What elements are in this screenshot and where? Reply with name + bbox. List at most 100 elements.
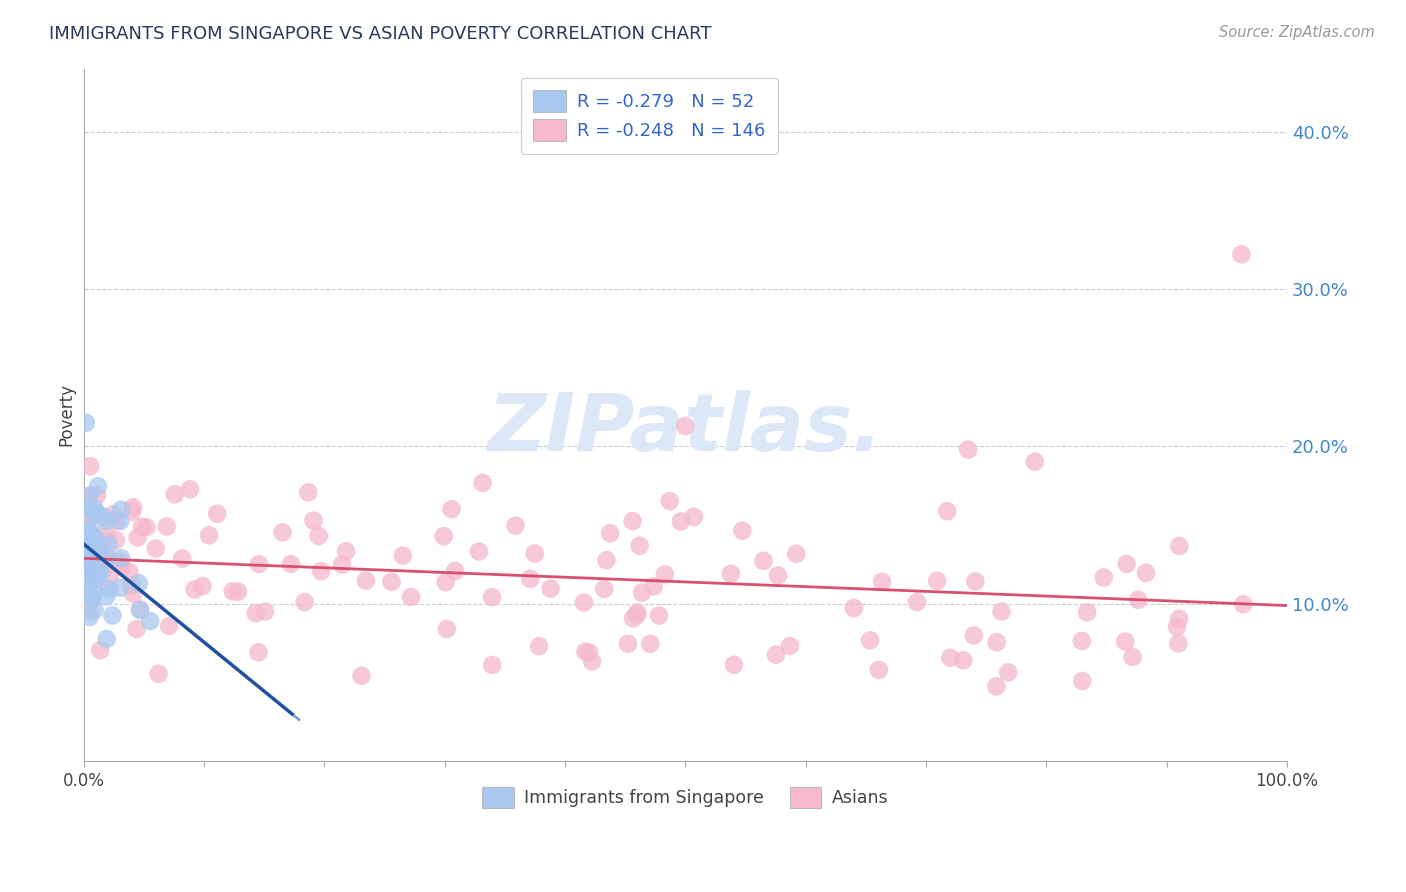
- Point: [631, 585, 654, 599]
- Point: [125, 622, 148, 636]
- Point: [436, 622, 458, 636]
- Point: [103, 507, 125, 521]
- Point: [1135, 566, 1157, 580]
- Point: [79, 557, 101, 571]
- Point: [399, 590, 422, 604]
- Point: [128, 576, 150, 591]
- Point: [79, 604, 101, 618]
- Point: [80, 569, 103, 583]
- Point: [468, 544, 491, 558]
- Point: [111, 560, 134, 574]
- Point: [519, 572, 541, 586]
- Point: [145, 541, 167, 556]
- Point: [79, 506, 101, 520]
- Point: [77, 524, 100, 538]
- Point: [1167, 636, 1189, 650]
- Point: [574, 645, 596, 659]
- Point: [936, 504, 959, 518]
- Point: [683, 509, 706, 524]
- Point: [643, 579, 665, 593]
- Point: [986, 680, 1008, 694]
- Point: [96, 632, 118, 646]
- Point: [617, 637, 640, 651]
- Point: [79, 541, 101, 556]
- Point: [626, 607, 648, 622]
- Point: [122, 500, 145, 515]
- Point: [75, 555, 97, 569]
- Point: [79, 489, 101, 503]
- Point: [308, 529, 330, 543]
- Point: [79, 546, 101, 560]
- Point: [205, 507, 228, 521]
- Point: [80, 508, 103, 522]
- Point: [720, 566, 742, 581]
- Point: [963, 628, 986, 642]
- Point: [444, 564, 467, 578]
- Point: [578, 646, 600, 660]
- Point: [79, 510, 101, 524]
- Point: [1071, 673, 1094, 688]
- Point: [595, 553, 617, 567]
- Point: [98, 582, 121, 596]
- Point: [247, 557, 270, 571]
- Legend: Immigrants from Singapore, Asians: Immigrants from Singapore, Asians: [475, 780, 896, 815]
- Point: [280, 557, 302, 571]
- Point: [1076, 605, 1098, 619]
- Point: [75, 548, 97, 562]
- Point: [79, 553, 101, 567]
- Point: [79, 545, 101, 559]
- Point: [79, 559, 101, 574]
- Point: [179, 482, 201, 496]
- Point: [226, 584, 249, 599]
- Point: [98, 557, 121, 571]
- Point: [83, 603, 105, 617]
- Point: [86, 488, 108, 502]
- Point: [121, 578, 143, 592]
- Text: IMMIGRANTS FROM SINGAPORE VS ASIAN POVERTY CORRELATION CHART: IMMIGRANTS FROM SINGAPORE VS ASIAN POVER…: [49, 25, 711, 43]
- Point: [157, 619, 180, 633]
- Point: [77, 538, 100, 552]
- Point: [82, 592, 104, 607]
- Point: [673, 419, 696, 434]
- Point: [79, 527, 101, 541]
- Point: [80, 591, 103, 605]
- Point: [302, 514, 325, 528]
- Point: [294, 595, 316, 609]
- Point: [80, 571, 103, 585]
- Point: [110, 514, 132, 528]
- Point: [599, 526, 621, 541]
- Point: [785, 547, 807, 561]
- Point: [79, 565, 101, 579]
- Point: [870, 574, 893, 589]
- Point: [90, 566, 112, 581]
- Point: [271, 525, 294, 540]
- Point: [1070, 634, 1092, 648]
- Point: [731, 524, 754, 538]
- Point: [89, 541, 111, 555]
- Point: [128, 602, 150, 616]
- Text: Source: ZipAtlas.com: Source: ZipAtlas.com: [1219, 25, 1375, 40]
- Point: [939, 650, 962, 665]
- Point: [471, 475, 494, 490]
- Point: [139, 614, 162, 628]
- Point: [77, 553, 100, 567]
- Point: [73, 529, 96, 543]
- Point: [350, 669, 373, 683]
- Point: [135, 520, 157, 534]
- Point: [73, 501, 96, 516]
- Point: [628, 539, 651, 553]
- Y-axis label: Poverty: Poverty: [58, 384, 75, 447]
- Point: [581, 655, 603, 669]
- Point: [391, 549, 413, 563]
- Point: [91, 509, 114, 524]
- Point: [1092, 570, 1115, 584]
- Text: ZIPatlas.: ZIPatlas.: [488, 390, 883, 467]
- Point: [766, 568, 789, 582]
- Point: [354, 574, 377, 588]
- Point: [245, 606, 267, 620]
- Point: [90, 553, 112, 567]
- Point: [1114, 634, 1136, 648]
- Point: [965, 574, 987, 589]
- Point: [905, 595, 928, 609]
- Point: [108, 555, 131, 569]
